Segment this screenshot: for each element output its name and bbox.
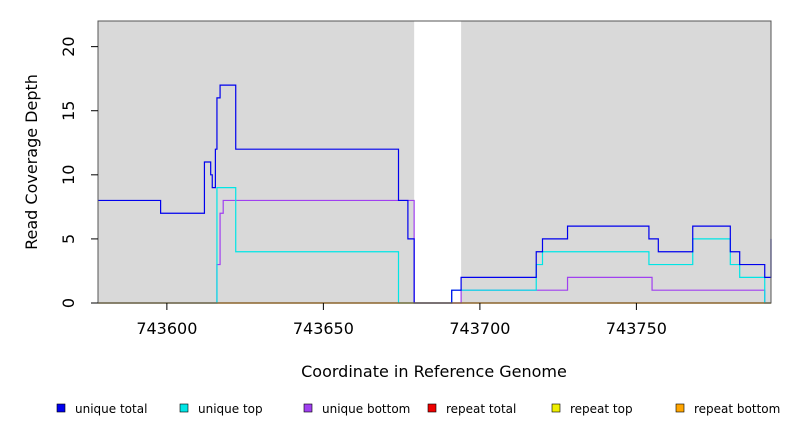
y-tick-label-0: 0: [59, 298, 78, 308]
legend-item-unique-top: unique top: [179, 402, 263, 416]
legend-item-unique-bottom: unique bottom: [303, 402, 410, 416]
x-axis-title: Coordinate in Reference Genome: [301, 362, 567, 381]
y-axis: 0 5 10 15 20: [59, 36, 98, 308]
legend-label: repeat top: [570, 402, 633, 416]
y-axis-title: Read Coverage Depth: [22, 74, 41, 250]
legend-swatch: [56, 403, 66, 413]
legend: unique total unique top unique bottom repea…: [56, 402, 780, 416]
series-line-unique-top: [98, 187, 771, 304]
x-axis: 743600 743650 743700 743750: [136, 303, 667, 338]
legend-item-unique-total: unique total: [56, 402, 147, 416]
legend-item-repeat-bottom: repeat bottom: [675, 402, 780, 416]
y-tick-label-15: 15: [59, 101, 78, 121]
legend-label: unique total: [75, 402, 147, 416]
shaded-region-1: [98, 21, 415, 303]
y-tick-label-20: 20: [59, 36, 78, 56]
plot-frame: [97, 20, 772, 304]
legend-item-repeat-top: repeat top: [551, 402, 633, 416]
legend-swatch: [551, 403, 561, 413]
shaded-regions: [98, 21, 771, 303]
legend-swatch: [675, 403, 685, 413]
x-tick-label-743600: 743600: [136, 319, 197, 338]
legend-label: unique bottom: [322, 402, 410, 416]
legend-swatch: [427, 403, 437, 413]
y-tick-label-10: 10: [59, 165, 78, 185]
x-tick-label-743700: 743700: [449, 319, 510, 338]
legend-swatch: [179, 403, 189, 413]
legend-label: repeat total: [446, 402, 516, 416]
y-tick-label-5: 5: [59, 234, 78, 244]
legend-label: unique top: [198, 402, 263, 416]
legend-swatch: [303, 403, 313, 413]
legend-label: repeat bottom: [694, 402, 780, 416]
legend-item-repeat-total: repeat total: [427, 402, 516, 416]
x-tick-label-743750: 743750: [606, 319, 667, 338]
x-tick-label-743650: 743650: [293, 319, 354, 338]
shaded-region-2: [461, 21, 771, 303]
